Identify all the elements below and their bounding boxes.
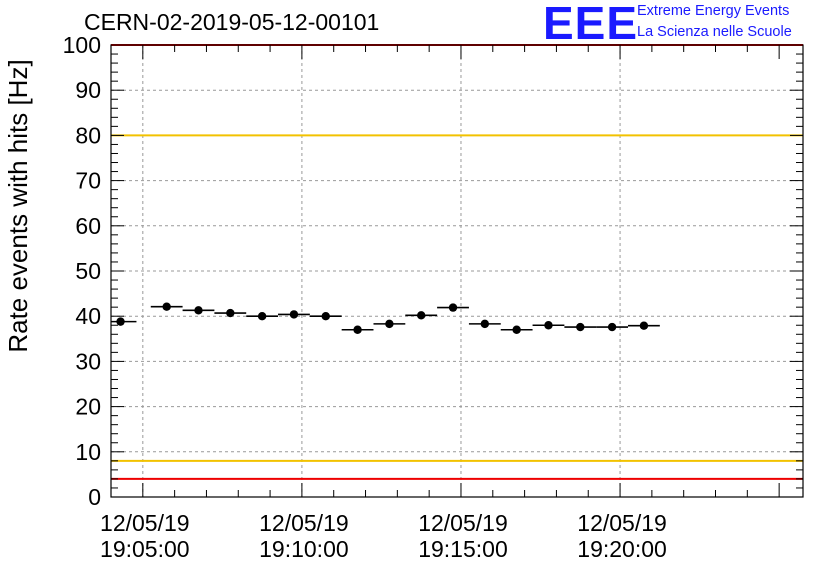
data-point	[480, 319, 490, 329]
data-point	[512, 325, 521, 334]
y-tick-label: 100	[63, 32, 101, 58]
y-tick-label: 70	[75, 168, 101, 194]
data-point	[576, 322, 585, 332]
data-point	[116, 317, 125, 326]
data-point	[417, 311, 426, 320]
data-point	[353, 325, 362, 334]
data-point	[385, 319, 394, 329]
y-axis-label: Rate events with hits [Hz]	[3, 59, 33, 352]
data-point	[639, 321, 649, 330]
y-tick-label: 10	[75, 439, 101, 465]
x-tick-label-time: 19:15:00	[418, 536, 508, 562]
eee-logo: EEE	[543, 0, 639, 49]
data-point	[607, 322, 617, 332]
y-tick-label: 30	[75, 348, 101, 374]
y-tick-label: 20	[75, 394, 101, 420]
x-tick-label-date: 12/05/19	[259, 510, 349, 536]
chart-title: CERN-02-2019-05-12-00101	[84, 9, 380, 35]
data-point	[289, 310, 299, 319]
data-point	[448, 303, 458, 312]
data-point	[321, 312, 330, 321]
x-tick-label-date: 12/05/19	[577, 510, 667, 536]
y-tick-label: 60	[75, 213, 101, 239]
y-tick-label: 40	[75, 303, 101, 329]
x-tick-label-date: 12/05/19	[418, 510, 508, 536]
data-point	[194, 306, 203, 315]
data-point	[544, 321, 553, 330]
data-point	[162, 302, 171, 311]
logo-line-extreme-energy-events: Extreme Energy Events	[637, 3, 790, 19]
x-tick-label-date: 12/05/19	[100, 510, 190, 536]
y-tick-label: 80	[75, 122, 101, 148]
x-tick-label-time: 19:20:00	[577, 536, 667, 562]
x-tick-label-time: 19:05:00	[100, 536, 190, 562]
data-point	[226, 308, 235, 318]
data-point	[257, 312, 267, 321]
logo-line-scienza-scuole: La Scienza nelle Scuole	[637, 24, 792, 40]
x-tick-label-time: 19:10:00	[259, 536, 349, 562]
y-tick-label: 90	[75, 77, 101, 103]
y-tick-label: 50	[75, 258, 101, 284]
y-tick-label: 0	[88, 484, 101, 510]
